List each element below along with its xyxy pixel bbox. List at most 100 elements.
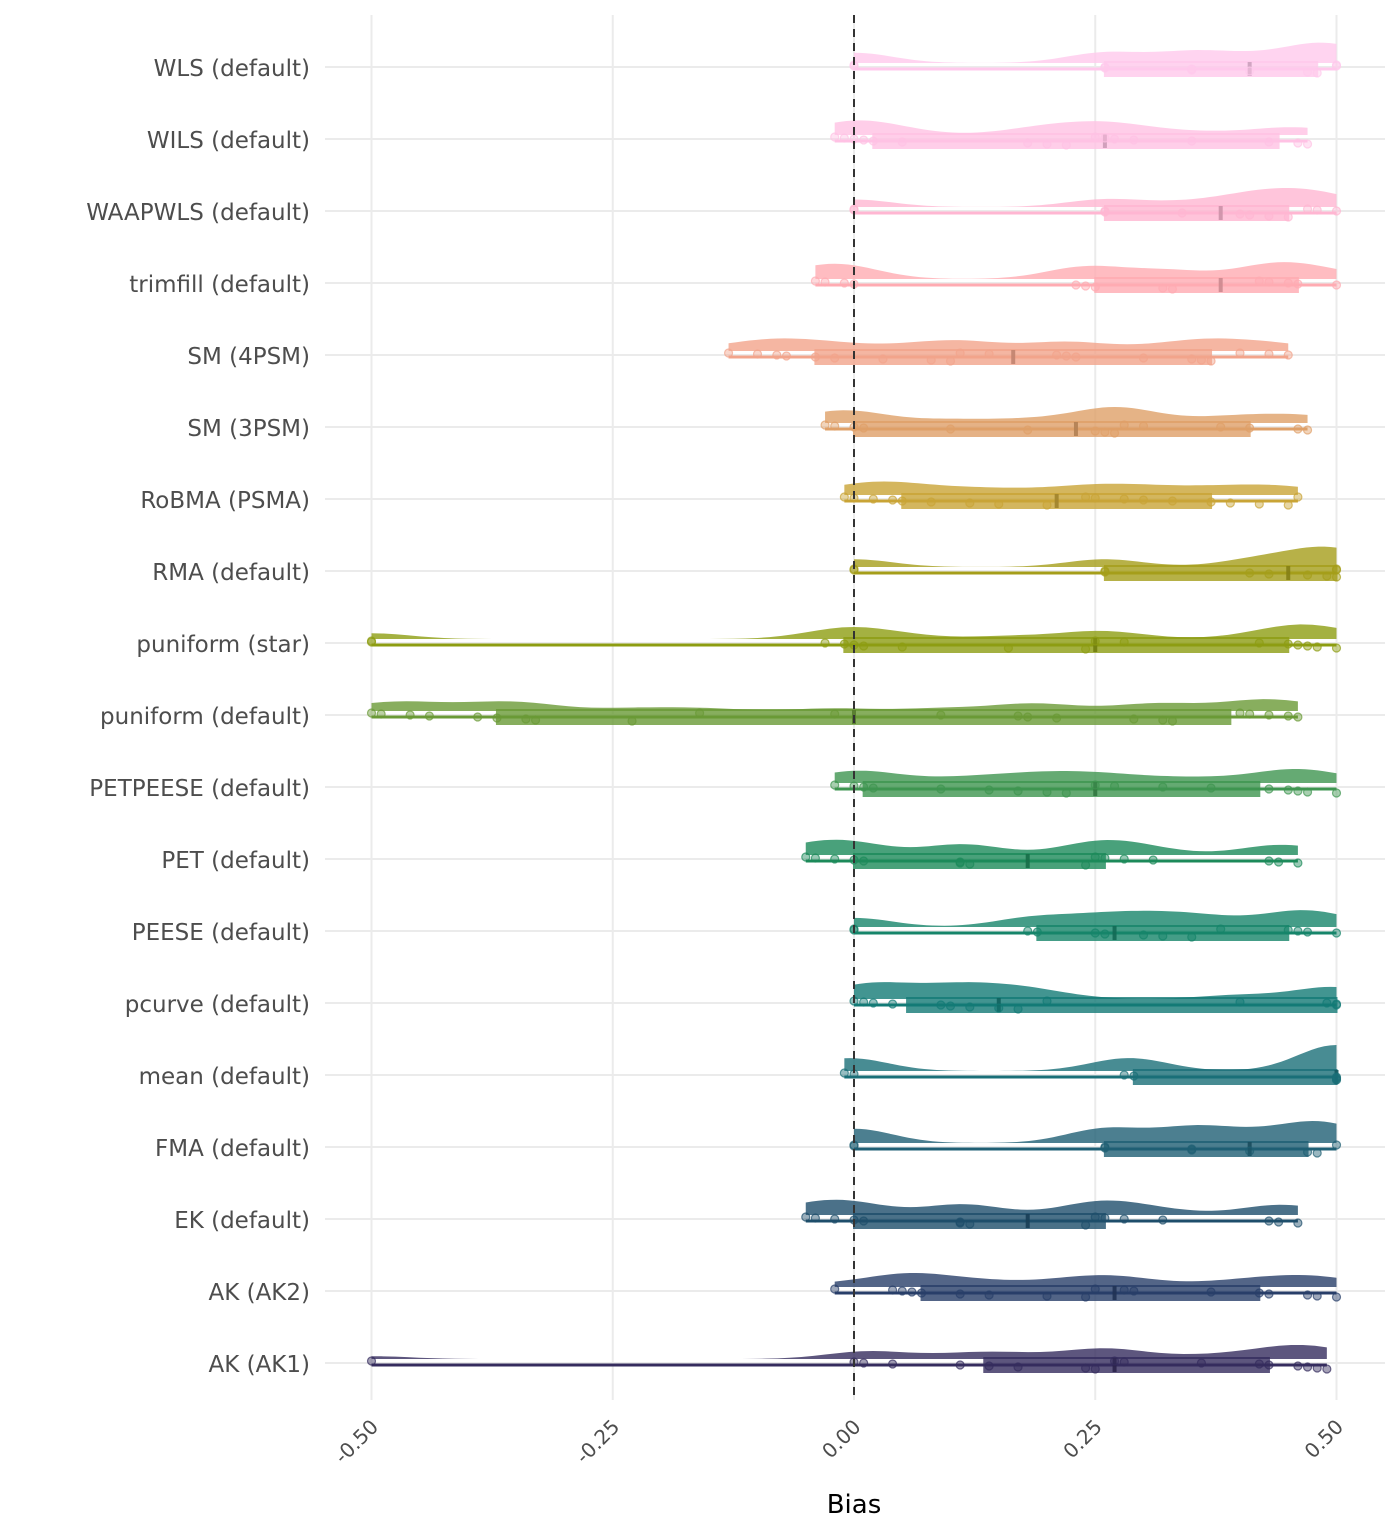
data-point [1283,639,1293,649]
data-point [1100,853,1110,863]
data-point [1167,716,1178,726]
data-point [984,785,994,795]
box [1103,565,1338,581]
series-2 [849,188,1342,222]
data-point [1254,499,1264,509]
data-point [936,710,946,720]
data-point [1167,284,1178,294]
density-cloud [805,839,1298,855]
data-point [1148,855,1158,865]
data-point [1090,1212,1100,1222]
data-point [1293,926,1303,936]
data-point [984,349,994,359]
data-point [1293,138,1303,148]
data-point [839,1068,849,1078]
data-point [830,854,840,864]
data-point [926,355,936,365]
data-point [859,1216,869,1226]
data-point [1283,500,1293,510]
data-point [1293,424,1303,434]
data-point [1206,356,1216,366]
data-point [945,1001,956,1011]
data-point [424,711,434,721]
series-10 [830,769,1342,798]
data-point [1283,350,1293,360]
data-point [926,497,936,507]
data-point [1090,928,1100,938]
data-point [1331,61,1342,71]
data-point [1158,782,1168,792]
data-point [830,1214,840,1224]
data-point [830,780,840,790]
data-point [830,353,840,363]
data-point [1187,65,1197,75]
data-point [810,276,821,286]
data-point [1312,642,1322,652]
data-point [820,420,830,430]
data-point [1023,712,1033,722]
y-tick-label: PET (default) [161,848,310,874]
data-point [1302,570,1313,580]
data-point [839,278,849,288]
data-point [1302,1362,1313,1372]
data-point [810,1213,821,1223]
data-point [1138,421,1149,431]
data-point [1177,208,1187,218]
y-tick-label: PETPEESE (default) [89,776,310,802]
data-point [1158,283,1168,293]
data-point [1080,1292,1091,1302]
data-point [1167,496,1178,506]
data-point [1273,857,1284,867]
data-point [839,639,849,649]
data-point [1090,132,1100,142]
data-point [965,1002,975,1012]
data-point [530,715,541,725]
data-point [492,713,502,723]
data-point [1196,355,1207,365]
data-point [1322,1364,1332,1374]
series-4 [723,338,1293,366]
data-point [366,1356,377,1366]
density-cloud [834,1273,1337,1287]
density-cloud [844,481,1298,495]
data-point [1109,781,1120,791]
data-point [859,135,869,145]
y-tick-label: FMA (default) [155,1136,310,1162]
data-point [1042,996,1052,1006]
data-point [849,1141,859,1151]
data-point [1225,498,1235,508]
data-point [1254,1359,1264,1369]
data-point [1331,788,1342,798]
series-6 [839,481,1303,510]
data-point [1042,1291,1052,1301]
data-point [1331,643,1342,653]
data-point [984,1361,994,1371]
box [1103,1141,1309,1157]
data-point [1293,858,1303,868]
data-point [1216,422,1226,432]
density-cloud [805,1199,1298,1215]
data-point [859,856,869,866]
data-point [1013,786,1023,796]
data-point [955,1360,965,1370]
data-point [1302,927,1313,937]
data-point [1264,277,1274,287]
data-point [1235,348,1245,358]
density-cloud [854,42,1337,63]
data-point [887,495,898,505]
y-tick-label: AK (AK1) [208,1352,310,1378]
data-point [839,492,849,502]
y-tick-label: WILS (default) [147,128,310,154]
data-point [1080,1363,1091,1373]
series-1 [830,120,1313,150]
data-point [1322,998,1332,1008]
data-point [694,708,705,718]
data-point [1080,644,1091,654]
box [862,781,1261,797]
data-point [1187,354,1197,364]
box [1103,61,1319,77]
data-point [1013,1362,1023,1372]
series-15 [849,1121,1342,1158]
data-point [752,349,763,359]
